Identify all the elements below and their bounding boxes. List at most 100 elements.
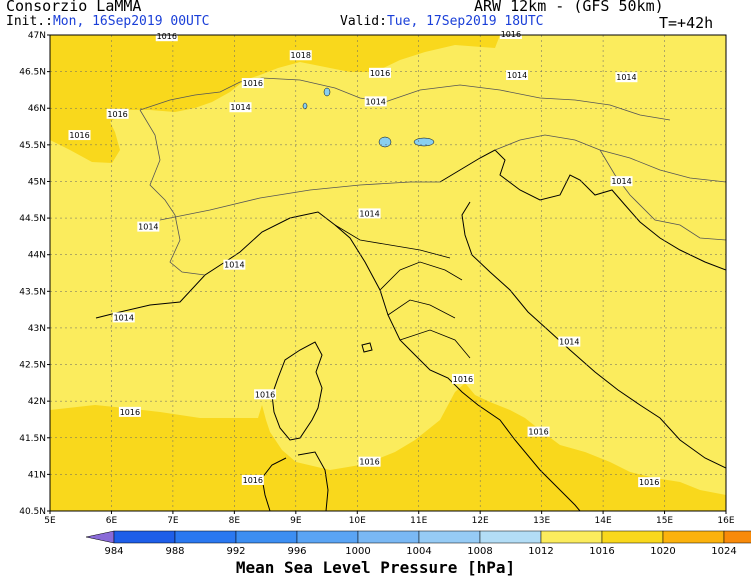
model-title: ARW 12km - (GFS 50km) bbox=[474, 0, 664, 15]
colorbar-cell bbox=[723, 530, 751, 544]
isobar-label-bg bbox=[241, 474, 264, 485]
lon-tick-label: 15E bbox=[656, 516, 673, 526]
lat-tick-label: 42N bbox=[28, 397, 46, 407]
lat-tick-label: 41N bbox=[28, 470, 46, 480]
field-1016-1020-northwest bbox=[50, 35, 500, 163]
isobar-label: 1014 bbox=[114, 313, 134, 322]
colorbar-cell bbox=[174, 530, 237, 544]
water-bodies bbox=[302, 87, 435, 148]
field-1016-1020-south-tyrrhenian bbox=[50, 383, 726, 511]
lon-tick-label: 9E bbox=[290, 516, 302, 526]
isobar-labels: 1016 1018 1016 1014 1014 1016 1016 1014 1014 1016… bbox=[68, 29, 661, 488]
colorbar-level-label: 992 bbox=[226, 546, 245, 557]
colorbar-low-triangle bbox=[85, 530, 115, 544]
lead-time: T=+42h bbox=[659, 14, 714, 32]
isobar-label: 1016 bbox=[69, 131, 89, 140]
isobar-label-bg bbox=[506, 70, 529, 81]
lat-tick-label: 44.5N bbox=[19, 214, 46, 224]
map-frame bbox=[49, 34, 727, 512]
lat-tick-label: 41.5N bbox=[19, 434, 46, 444]
isobar-label: 1018 bbox=[291, 51, 311, 60]
isobar-label-bg bbox=[137, 221, 160, 232]
colorbar-level-label: 1004 bbox=[406, 546, 431, 557]
isobar-label-bg bbox=[451, 373, 474, 384]
valid-label: Valid: bbox=[340, 14, 387, 29]
isobar-label: 1014 bbox=[611, 177, 631, 186]
lon-tick-label: 8E bbox=[229, 516, 241, 526]
isobar-label: 1016 bbox=[359, 458, 379, 467]
lat-tick-label: 44N bbox=[28, 251, 46, 261]
pressure-colorbar: 984 988 992 996 1000 1004 1008 1012 1016 1020 1024… bbox=[85, 530, 751, 557]
isobar-label-bg bbox=[241, 78, 264, 89]
lat-tick-label: 43.5N bbox=[19, 287, 46, 297]
lake-small bbox=[323, 87, 331, 97]
isobar-label: 1016 bbox=[120, 408, 140, 417]
lat-tick-label: 40.5N bbox=[19, 507, 46, 517]
valid-value: Tue, 17Sep2019 18UTC bbox=[386, 14, 544, 29]
border-balkans bbox=[599, 149, 726, 241]
isobar-label: 1014 bbox=[366, 97, 386, 106]
regions-central-italy bbox=[334, 224, 471, 359]
lon-tick-label: 7E bbox=[167, 516, 179, 526]
isobar-label-bg bbox=[499, 29, 522, 39]
coastline-corsica bbox=[271, 341, 323, 441]
colorbar-level-label: 996 bbox=[287, 546, 306, 557]
isobar-label-bg bbox=[358, 208, 381, 219]
isobar-label-bg bbox=[68, 130, 91, 141]
isobar-label: 1016 bbox=[453, 375, 473, 384]
lon-tick-label: 6E bbox=[106, 516, 118, 526]
lagoon bbox=[413, 137, 435, 147]
colorbar-level-label: 1000 bbox=[345, 546, 370, 557]
colorbar-cell bbox=[113, 530, 176, 544]
isobar-label-bg bbox=[527, 426, 550, 437]
isobar-label-bg bbox=[106, 108, 129, 119]
isobar-label-bg bbox=[358, 456, 381, 467]
lat-tick-label: 42.5N bbox=[19, 361, 46, 371]
colorbar-level-label: 1008 bbox=[467, 546, 492, 557]
isobar-label: 1014 bbox=[224, 261, 244, 270]
isobar-label: 1016 bbox=[370, 69, 390, 78]
lake-garda bbox=[378, 136, 392, 148]
colorbar-level-label: 1024 bbox=[711, 546, 736, 557]
colorbar-level-label: 1016 bbox=[589, 546, 614, 557]
isobar-label-bg bbox=[369, 67, 392, 78]
isobar-label: 1016 bbox=[255, 390, 275, 399]
isobar-label-bg bbox=[118, 406, 141, 417]
isobar-label-bg bbox=[289, 50, 312, 61]
isobar-label: 1016 bbox=[107, 110, 127, 119]
colorbar-cell bbox=[418, 530, 481, 544]
colorbar-level-label: 1012 bbox=[528, 546, 553, 557]
colorbar-cell bbox=[479, 530, 542, 544]
border-po-valley bbox=[159, 181, 440, 221]
lon-tick-label: 14E bbox=[595, 516, 612, 526]
isobar-label: 1016 bbox=[243, 79, 263, 88]
isobar-label-bg bbox=[558, 336, 581, 347]
colorbar-cell bbox=[601, 530, 664, 544]
lat-tick-label: 43N bbox=[28, 324, 46, 334]
isobar-label-bg bbox=[112, 312, 135, 323]
colorbar-title: Mean Sea Level Pressure [hPa] bbox=[235, 558, 516, 577]
isobar-label-bg bbox=[638, 477, 661, 488]
lat-tick-label: 45N bbox=[28, 177, 46, 187]
border-austria bbox=[384, 84, 671, 121]
lat-tick-label: 46N bbox=[28, 104, 46, 114]
isobar-label: 1014 bbox=[559, 338, 579, 347]
isobar-label: 1014 bbox=[616, 73, 636, 82]
colorbar-cell bbox=[540, 530, 603, 544]
colorbar-level-label: 988 bbox=[165, 546, 184, 557]
lake-small-2 bbox=[302, 102, 308, 110]
coastline-elba bbox=[361, 342, 373, 353]
isobar-label: 1016 bbox=[157, 32, 177, 41]
colorbar-cell bbox=[296, 530, 359, 544]
init-value: Mon, 16Sep2019 00UTC bbox=[52, 14, 210, 29]
lon-tick-label: 13E bbox=[533, 516, 550, 526]
lat-tick-label: 45.5N bbox=[19, 141, 46, 151]
colorbar-cell bbox=[662, 530, 725, 544]
init-line: Init.:Mon, 16Sep2019 00UTC bbox=[6, 14, 210, 29]
isobar-label-bg bbox=[364, 96, 387, 107]
isobar-label-bg bbox=[254, 389, 277, 400]
lon-tick-label: 10E bbox=[349, 516, 366, 526]
isobar-label-bg bbox=[229, 102, 252, 113]
isobar-label-bg bbox=[155, 31, 178, 42]
isobar-label-bg bbox=[615, 72, 638, 83]
